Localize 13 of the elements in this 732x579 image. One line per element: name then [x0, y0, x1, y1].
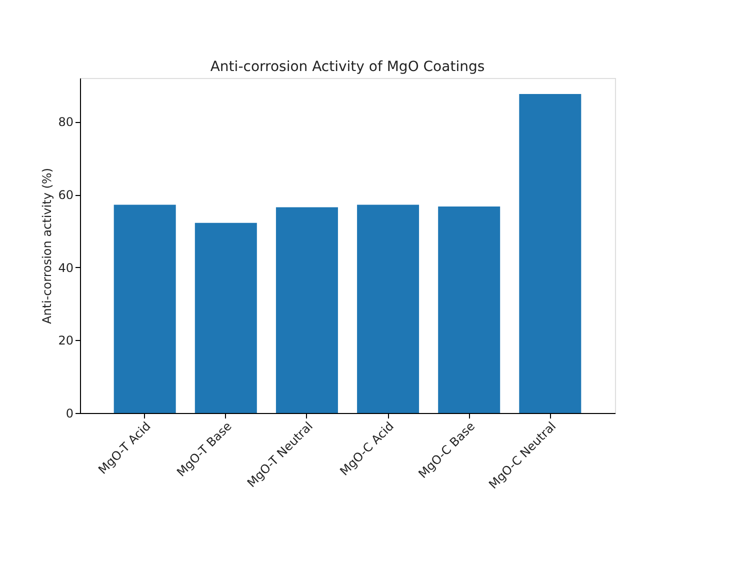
bar [519, 94, 582, 413]
y-tick-label: 80 [58, 115, 74, 130]
y-tick-label: 0 [66, 406, 74, 420]
bar [357, 204, 420, 413]
y-tick-label: 40 [58, 260, 74, 275]
bar [276, 207, 338, 413]
chart-title: Anti-corrosion Activity of MgO Coatings [210, 59, 485, 75]
bar [194, 222, 257, 413]
y-tick-label: 20 [58, 334, 74, 348]
y-tick-label: 60 [58, 188, 74, 202]
bar [438, 206, 500, 413]
y-axis-title: Anti-corrosion activity (%) [40, 168, 54, 324]
bar [114, 204, 176, 413]
